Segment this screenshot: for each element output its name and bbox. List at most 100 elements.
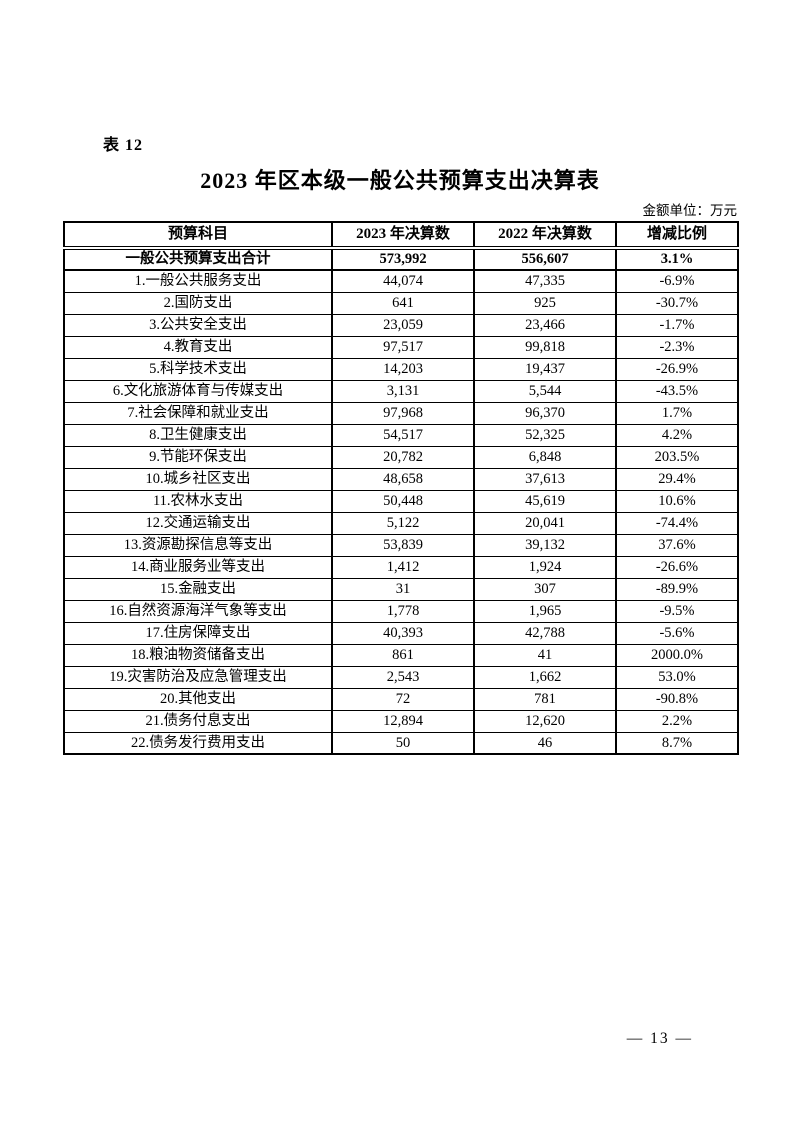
amount-unit-note: 金额单位：万元 [642,203,738,218]
table-row: 14.商业服务业等支出 1,412 1,924 -26.6% [63,555,739,579]
page-number: — 13 — [626,1030,693,1047]
header-2023-final: 2023 年决算数 [331,221,475,250]
table-number-label: 表 12 [103,137,144,154]
row-subject: 3.公共安全支出 [63,313,333,337]
row-2022-value: 96,370 [473,401,617,425]
total-2023-value: 573,992 [331,247,475,271]
row-2023-value: 1,778 [331,599,475,623]
header-2022-final: 2022 年决算数 [473,221,617,250]
row-subject: 1.一般公共服务支出 [63,269,333,293]
row-2023-value: 48,658 [331,467,475,491]
row-2023-value: 40,393 [331,621,475,645]
row-2022-value: 46 [473,731,617,755]
total-row: 一般公共预算支出合计 573,992 556,607 3.1% [63,247,739,271]
row-subject: 4.教育支出 [63,335,333,359]
total-subject: 一般公共预算支出合计 [63,247,333,271]
row-2023-value: 53,839 [331,533,475,557]
row-change-value: 29.4% [615,467,739,491]
row-subject: 19.灾害防治及应急管理支出 [63,665,333,689]
table-row: 11.农林水支出 50,448 45,619 10.6% [63,489,739,513]
table-row: 22.债务发行费用支出 50 46 8.7% [63,731,739,755]
row-2023-value: 31 [331,577,475,601]
row-2022-value: 39,132 [473,533,617,557]
row-subject: 5.科学技术支出 [63,357,333,381]
total-2022-value: 556,607 [473,247,617,271]
total-change-value: 3.1% [615,247,739,271]
row-subject: 17.住房保障支出 [63,621,333,645]
row-2022-value: 1,924 [473,555,617,579]
row-2022-value: 99,818 [473,335,617,359]
table-header: 预算科目 2023 年决算数 2022 年决算数 增减比例 [63,221,739,250]
row-2022-value: 781 [473,687,617,711]
table-row: 9.节能环保支出 20,782 6,848 203.5% [63,445,739,469]
table-body: 一般公共预算支出合计 573,992 556,607 3.1% 1.一般公共服务… [63,247,739,755]
row-subject: 2.国防支出 [63,291,333,315]
row-2022-value: 20,041 [473,511,617,535]
row-change-value: -1.7% [615,313,739,337]
row-2022-value: 45,619 [473,489,617,513]
row-subject: 15.金融支出 [63,577,333,601]
row-2023-value: 50,448 [331,489,475,513]
row-subject: 11.农林水支出 [63,489,333,513]
row-2022-value: 42,788 [473,621,617,645]
row-change-value: 37.6% [615,533,739,557]
table-row: 7.社会保障和就业支出 97,968 96,370 1.7% [63,401,739,425]
row-2022-value: 12,620 [473,709,617,733]
row-change-value: 10.6% [615,489,739,513]
row-2022-value: 6,848 [473,445,617,469]
row-change-value: -74.4% [615,511,739,535]
row-change-value: -30.7% [615,291,739,315]
table-row: 13.资源勘探信息等支出 53,839 39,132 37.6% [63,533,739,557]
row-subject: 16.自然资源海洋气象等支出 [63,599,333,623]
row-2022-value: 307 [473,577,617,601]
row-2022-value: 5,544 [473,379,617,403]
row-subject: 14.商业服务业等支出 [63,555,333,579]
table-row: 6.文化旅游体育与传媒支出 3,131 5,544 -43.5% [63,379,739,403]
row-change-value: -26.6% [615,555,739,579]
row-subject: 18.粮油物资储备支出 [63,643,333,667]
row-subject: 6.文化旅游体育与传媒支出 [63,379,333,403]
row-2022-value: 925 [473,291,617,315]
header-change-rate: 增减比例 [615,221,739,250]
budget-expenditure-table: 预算科目 2023 年决算数 2022 年决算数 增减比例 一般公共预算支出合计… [63,221,739,755]
row-2023-value: 54,517 [331,423,475,447]
row-2022-value: 1,965 [473,599,617,623]
table-row: 12.交通运输支出 5,122 20,041 -74.4% [63,511,739,535]
table-row: 10.城乡社区支出 48,658 37,613 29.4% [63,467,739,491]
row-change-value: 1.7% [615,401,739,425]
table-row: 16.自然资源海洋气象等支出 1,778 1,965 -9.5% [63,599,739,623]
row-2023-value: 97,517 [331,335,475,359]
row-change-value: 2000.0% [615,643,739,667]
table-row: 5.科学技术支出 14,203 19,437 -26.9% [63,357,739,381]
row-change-value: 4.2% [615,423,739,447]
row-change-value: -43.5% [615,379,739,403]
table-row: 21.债务付息支出 12,894 12,620 2.2% [63,709,739,733]
row-subject: 13.资源勘探信息等支出 [63,533,333,557]
row-2022-value: 19,437 [473,357,617,381]
row-2023-value: 1,412 [331,555,475,579]
page-title: 2023 年区本级一般公共预算支出决算表 [200,168,600,193]
table-row: 20.其他支出 72 781 -90.8% [63,687,739,711]
row-change-value: -90.8% [615,687,739,711]
header-subject: 预算科目 [63,221,333,250]
table-row: 15.金融支出 31 307 -89.9% [63,577,739,601]
row-2022-value: 52,325 [473,423,617,447]
row-change-value: -2.3% [615,335,739,359]
row-subject: 9.节能环保支出 [63,445,333,469]
row-change-value: -89.9% [615,577,739,601]
row-2023-value: 2,543 [331,665,475,689]
row-2023-value: 20,782 [331,445,475,469]
row-subject: 20.其他支出 [63,687,333,711]
row-2023-value: 72 [331,687,475,711]
row-subject: 8.卫生健康支出 [63,423,333,447]
table-row: 1.一般公共服务支出 44,074 47,335 -6.9% [63,269,739,293]
row-change-value: -6.9% [615,269,739,293]
row-2022-value: 41 [473,643,617,667]
row-change-value: 2.2% [615,709,739,733]
header-row: 预算科目 2023 年决算数 2022 年决算数 增减比例 [63,221,739,250]
row-2023-value: 14,203 [331,357,475,381]
row-2023-value: 3,131 [331,379,475,403]
row-subject: 22.债务发行费用支出 [63,731,333,755]
row-2023-value: 5,122 [331,511,475,535]
